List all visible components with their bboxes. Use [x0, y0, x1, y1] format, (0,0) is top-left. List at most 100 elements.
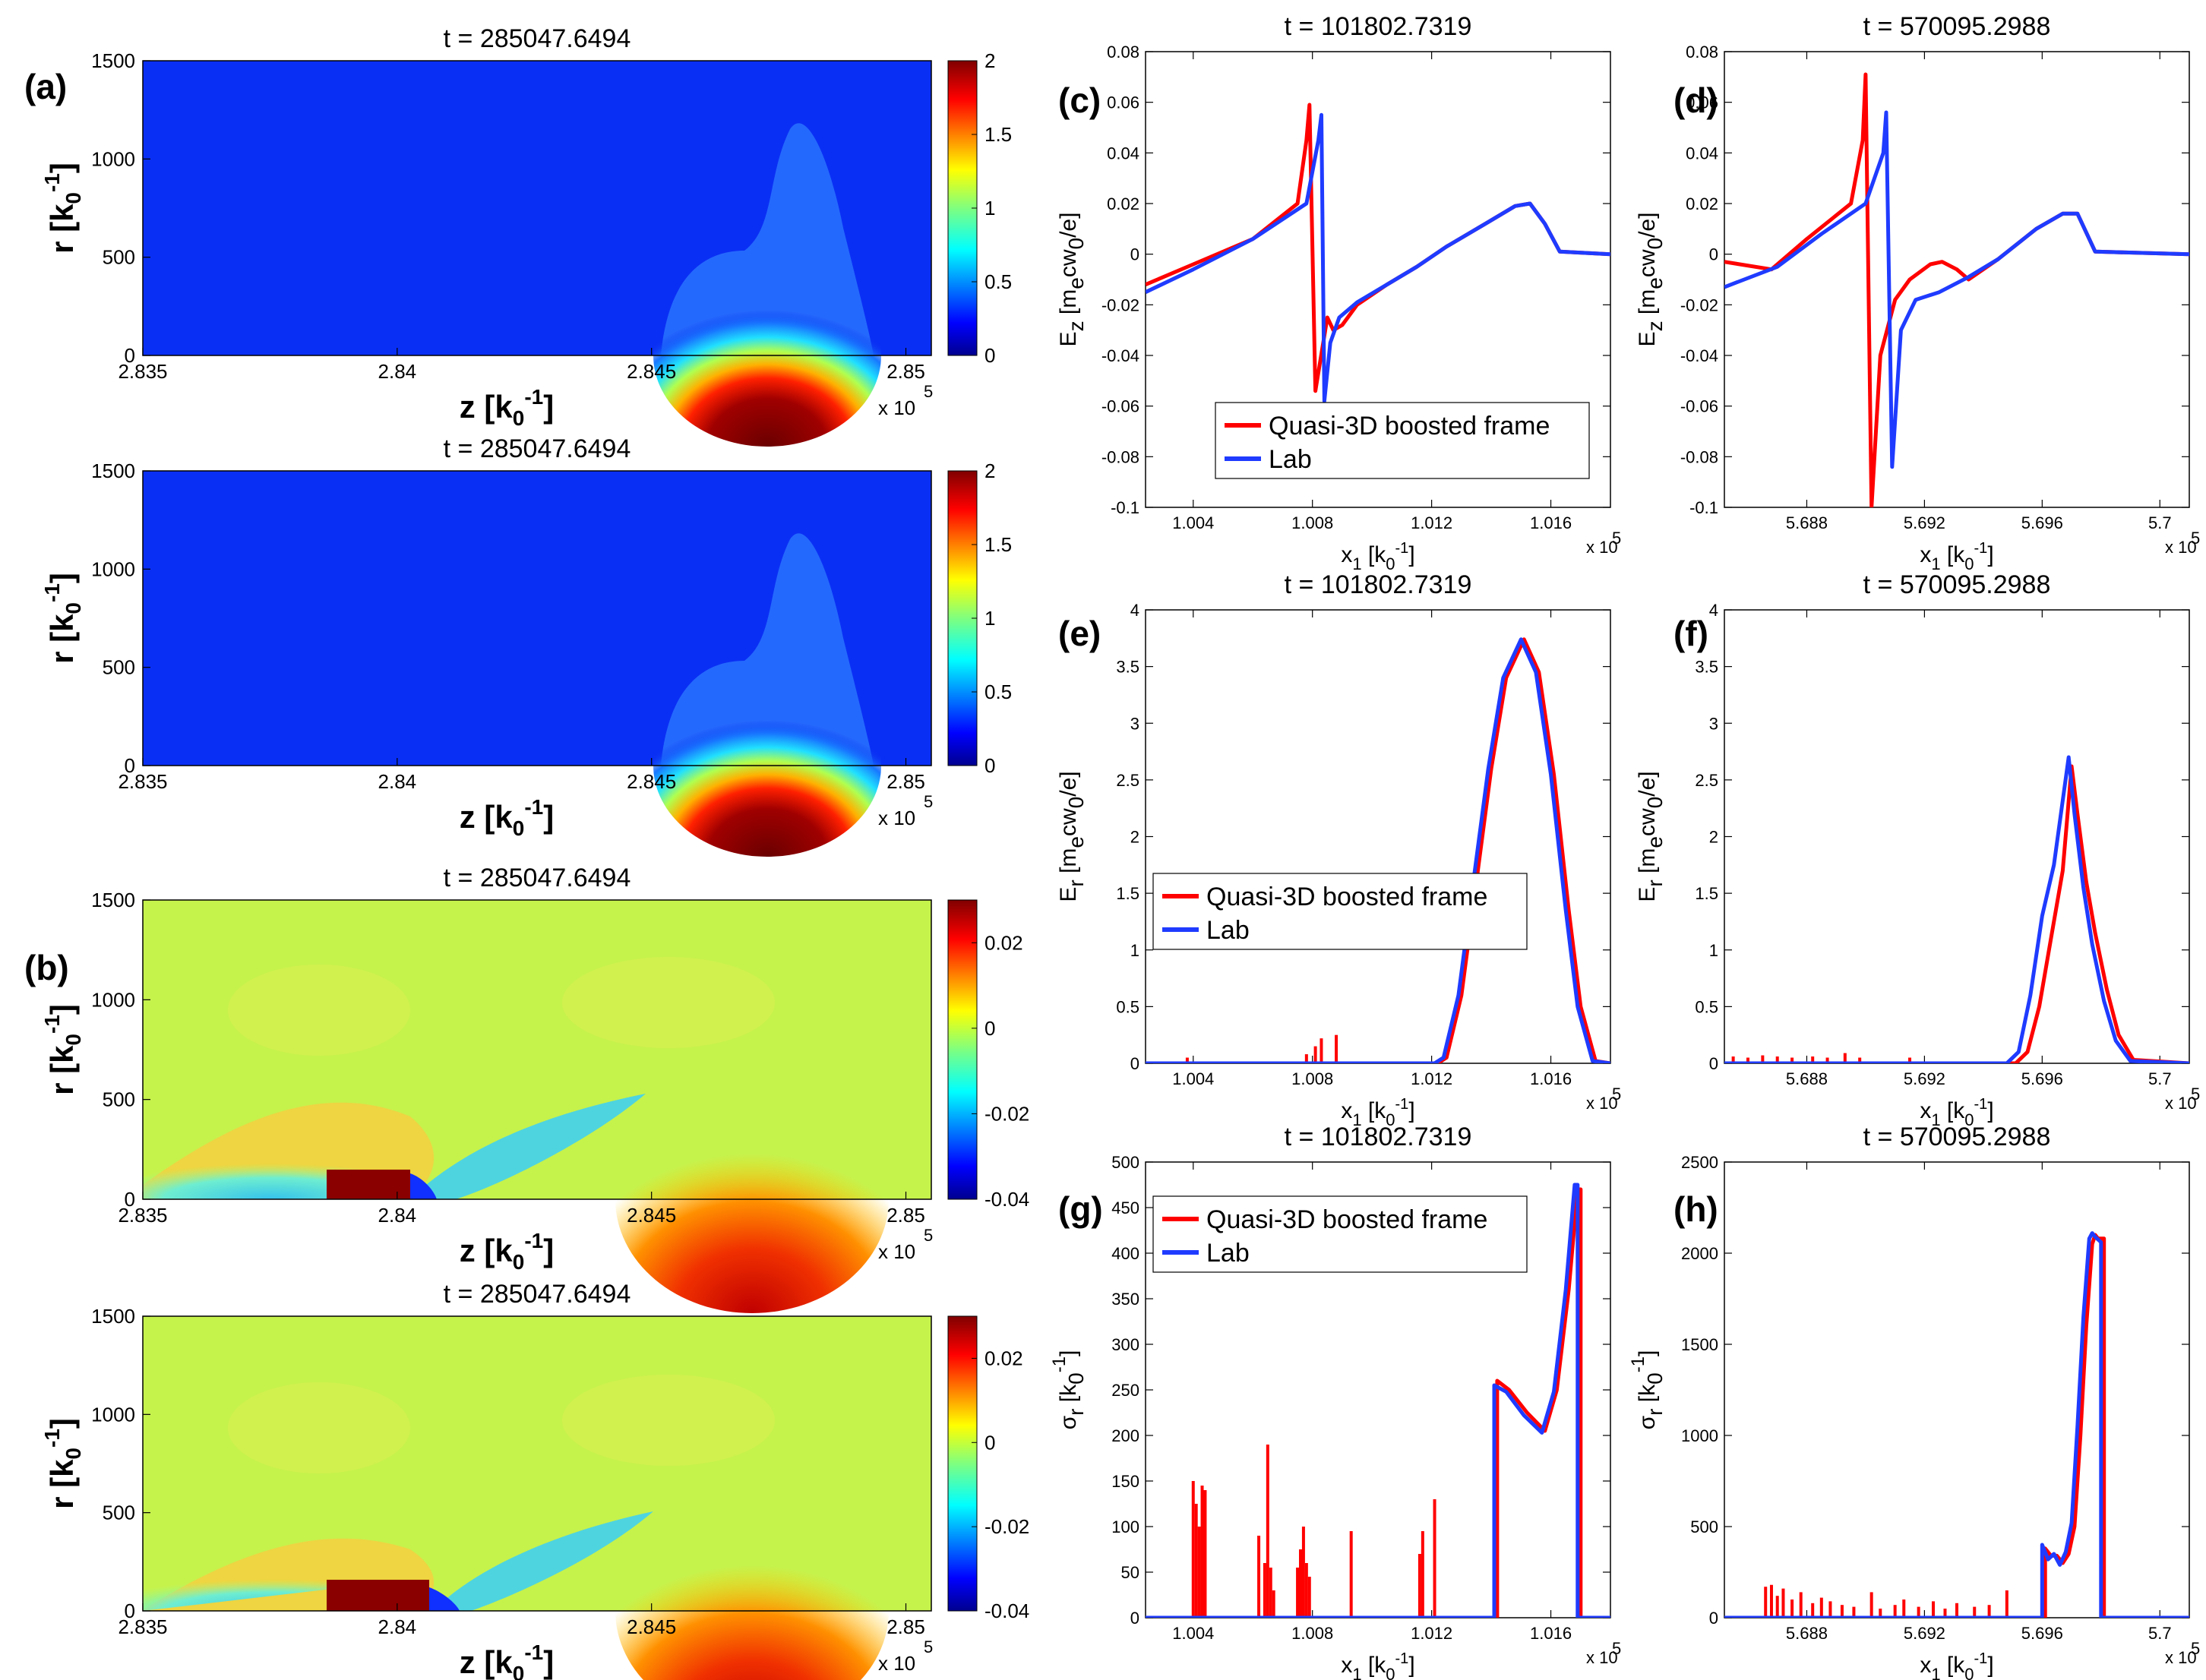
panel-label-h: (h) — [1673, 1189, 1718, 1229]
b1-ctick-label: -0.04 — [984, 1188, 1029, 1211]
colorbar-b1 — [947, 899, 978, 1200]
c-xlabel: x1 [k0-1] — [1341, 540, 1414, 573]
a2-ctick-label: 2 — [984, 459, 995, 482]
b1-ytick-label: 500 — [103, 1088, 135, 1111]
e-ytick-label: 2 — [1130, 828, 1139, 847]
heatmap-b1-wave2 — [562, 957, 775, 1048]
h-ytick-label: 2000 — [1681, 1244, 1718, 1263]
c-legend-label-quasi3d: Quasi-3D boosted frame — [1269, 412, 1550, 441]
heatmap-b2-cyan-left — [143, 1565, 410, 1611]
d-ytick-label: -0.08 — [1680, 447, 1718, 466]
e-ytick-label: 1.5 — [1116, 884, 1139, 903]
b1-ytick-label: 0 — [125, 1188, 135, 1211]
e-ytick-label: 2.5 — [1116, 771, 1139, 790]
a1-exponent-power: 5 — [924, 382, 933, 401]
d-frame — [1724, 51, 2190, 508]
c-legend-label-lab: Lab — [1269, 445, 1312, 474]
e-legend-box — [1152, 873, 1528, 950]
b2-exponent: x 10 — [878, 1652, 915, 1675]
d-ytick-label: -0.04 — [1680, 346, 1718, 365]
a1-ytick-label: 1500 — [91, 49, 135, 72]
a2-ytick-label: 1500 — [91, 459, 135, 482]
d-ytick-label: -0.1 — [1689, 498, 1718, 517]
a2-ctick-label: 1.5 — [984, 533, 1012, 556]
c-ytick-label: -0.08 — [1101, 447, 1139, 466]
b2-ytick-label: 1500 — [91, 1305, 135, 1328]
panel-label-f: (f) — [1673, 614, 1708, 653]
c-plot-area — [1146, 103, 1610, 403]
h-exponent: x 10 — [2165, 1648, 2197, 1667]
a1-ctick-label: 0 — [984, 344, 995, 367]
f-xtick-label: 5.692 — [1904, 1069, 1945, 1088]
a1-xtick-label: 2.84 — [378, 360, 417, 383]
b2-xtick-label: 2.84 — [378, 1615, 417, 1638]
a1-xtick-label: 2.85 — [887, 360, 925, 383]
c-ytick-label: -0.02 — [1101, 295, 1139, 314]
f-series-lab — [1724, 755, 2189, 1063]
f-ytick-label: 2 — [1709, 828, 1718, 847]
d-ytick-label: -0.02 — [1680, 295, 1718, 314]
f-xtick-label: 5.696 — [2021, 1069, 2063, 1088]
e-exponent: x 10 — [1586, 1094, 1618, 1113]
g-ytick-label: 100 — [1111, 1517, 1139, 1536]
g-series-lab — [1146, 1183, 1610, 1618]
d-ylabel: Ez [mecw0/e] — [1635, 213, 1667, 347]
b2-frame — [142, 1315, 932, 1612]
f-ytick-label: 3 — [1709, 714, 1718, 733]
e-plot-area — [1146, 637, 1610, 1063]
h-ytick-label: 2500 — [1681, 1153, 1718, 1172]
f-xtick-label: 5.7 — [2148, 1069, 2172, 1088]
b2-ylabel: r [k0-1] — [40, 1418, 85, 1509]
h-ylabel: σr [k0-1] — [1628, 1350, 1667, 1430]
h-xtick-label: 5.696 — [2021, 1624, 2063, 1643]
a1-ytick-label: 500 — [103, 246, 135, 269]
h-ytick-label: 0 — [1709, 1609, 1718, 1628]
g-ytick-label: 400 — [1111, 1244, 1139, 1263]
h-frame — [1724, 1161, 2190, 1618]
g-legend: Quasi-3D boosted frame Lab — [1152, 1195, 1528, 1273]
f-ytick-label: 0.5 — [1695, 997, 1718, 1016]
b1-exponent: x 10 — [878, 1240, 915, 1263]
b2-ctick-label: -0.04 — [984, 1599, 1029, 1622]
a2-xtick-label: 2.85 — [887, 770, 925, 793]
a1-xlabel: z [k0-1] — [460, 385, 555, 430]
a2-xtick-label: 2.835 — [118, 770, 167, 793]
e-ytick-label: 4 — [1130, 601, 1139, 620]
heatmap-b2-blue-spot — [429, 1587, 460, 1611]
a2-ytick-label: 1000 — [91, 557, 135, 580]
g-xtick-label: 1.012 — [1411, 1624, 1452, 1643]
heatmap-b2-dark-red — [327, 1580, 429, 1611]
h-exponent-power: 5 — [2191, 1639, 2200, 1658]
b1-frame — [142, 899, 932, 1200]
e-ytick-label: 1 — [1130, 941, 1139, 960]
g-legend-label-quasi3d: Quasi-3D boosted frame — [1206, 1205, 1487, 1234]
f-ylabel: Er [mecw0/e] — [1635, 771, 1667, 902]
f-ytick-label: 2.5 — [1695, 771, 1718, 790]
c-xtick-label: 1.016 — [1530, 513, 1572, 532]
c-ytick-label: -0.04 — [1101, 346, 1139, 365]
e-xtick-label: 1.012 — [1411, 1069, 1452, 1088]
h-series-lab — [1724, 1231, 2189, 1618]
heatmap-b2-hotspot — [615, 1497, 889, 1680]
b2-exponent-power: 5 — [924, 1637, 933, 1656]
a1-exponent: x 10 — [878, 396, 915, 419]
a1-ctick-label: 1.5 — [984, 123, 1012, 146]
e-xtick-label: 1.004 — [1172, 1069, 1214, 1088]
a1-xtick-label: 2.845 — [627, 360, 676, 383]
g-ytick-label: 500 — [1111, 1153, 1139, 1172]
g-ytick-label: 250 — [1111, 1381, 1139, 1400]
g-ytick-label: 450 — [1111, 1198, 1139, 1217]
heatmap-b2 — [143, 1316, 931, 1680]
f-ytick-label: 1 — [1709, 941, 1718, 960]
b1-ctick-label: 0 — [984, 1017, 995, 1040]
c-xtick-label: 1.008 — [1291, 513, 1333, 532]
d-xtick-label: 5.688 — [1786, 513, 1828, 532]
c-ytick-label: -0.1 — [1111, 498, 1139, 517]
d-ytick-label: 0.08 — [1686, 43, 1718, 62]
h-ytick-label: 1500 — [1681, 1335, 1718, 1354]
panel-label-a: (a) — [24, 67, 67, 106]
f-title: t = 570095.2988 — [1863, 570, 2051, 599]
d-plot-area — [1724, 72, 2189, 507]
heatmap-b1-wave1 — [228, 965, 410, 1056]
f-ytick-label: 3.5 — [1695, 658, 1718, 677]
